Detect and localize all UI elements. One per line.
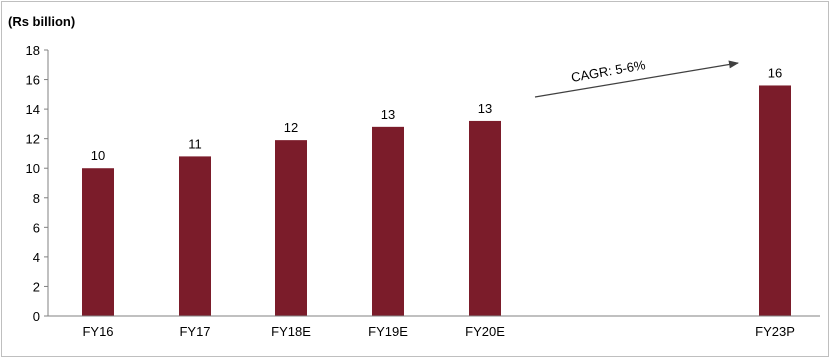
y-tick-label: 4 bbox=[33, 250, 40, 265]
x-tick-label-fy20e: FY20E bbox=[465, 324, 505, 339]
bar-fy20e bbox=[469, 120, 501, 316]
y-tick-label: 10 bbox=[26, 161, 40, 176]
x-tick-label-fy18e: FY18E bbox=[271, 324, 311, 339]
y-tick-label: 0 bbox=[33, 309, 40, 324]
data-label-fy19e: 13 bbox=[381, 107, 395, 122]
y-tick-label: 12 bbox=[26, 132, 40, 147]
y-axis-label: (Rs billion) bbox=[8, 14, 75, 29]
x-tick-label-fy23p: FY23P bbox=[755, 324, 795, 339]
data-label-fy23p: 16 bbox=[768, 65, 782, 80]
data-label-fy20e: 13 bbox=[478, 101, 492, 116]
data-label-fy17: 11 bbox=[188, 136, 202, 151]
bar-fy18e bbox=[275, 140, 307, 316]
y-axis: 0 2 4 6 8 10 12 14 16 18 bbox=[26, 43, 49, 324]
x-axis: FY16 FY17 FY18E FY19E FY20E FY23P bbox=[48, 315, 820, 339]
bars bbox=[82, 85, 791, 316]
bar-fy23p bbox=[759, 85, 791, 316]
bar-fy19e bbox=[372, 126, 404, 316]
x-tick-label-fy19e: FY19E bbox=[368, 324, 408, 339]
bar-fy16 bbox=[82, 168, 114, 316]
y-tick-label: 16 bbox=[26, 73, 40, 88]
data-label-fy18e: 12 bbox=[284, 120, 298, 135]
cagr-annotation: CAGR: 5-6% bbox=[534, 57, 739, 98]
bar-fy17 bbox=[179, 156, 211, 316]
y-tick-label: 14 bbox=[26, 102, 40, 117]
x-tick-label-fy16: FY16 bbox=[82, 324, 113, 339]
y-tick-label: 2 bbox=[33, 279, 40, 294]
y-tick-label: 8 bbox=[33, 191, 40, 206]
x-tick-label-fy17: FY17 bbox=[179, 324, 210, 339]
y-tick-label: 18 bbox=[26, 43, 40, 58]
y-tick-label: 6 bbox=[33, 220, 40, 235]
data-label-fy16: 10 bbox=[91, 148, 105, 163]
data-labels: 10 11 12 13 13 16 bbox=[91, 65, 782, 163]
cagr-arrow bbox=[534, 60, 739, 98]
